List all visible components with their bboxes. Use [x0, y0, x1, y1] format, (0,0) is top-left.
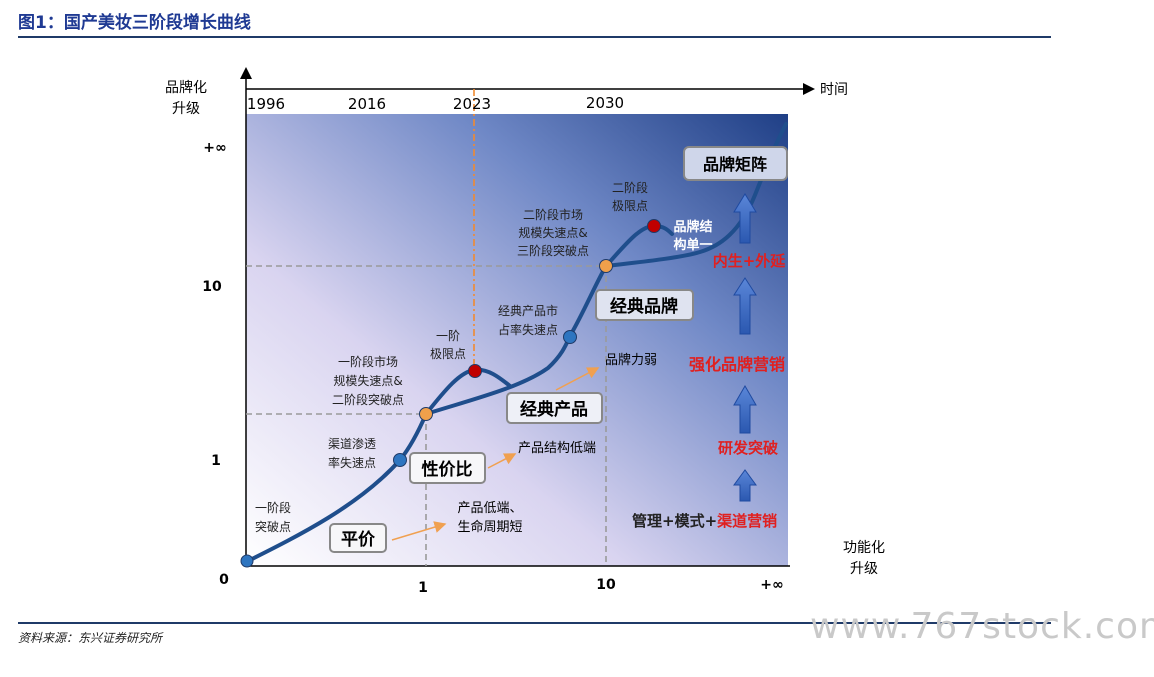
anno-product-share-stall-1: 经典产品市 — [498, 303, 558, 318]
anno-brand-single-1: 品牌结 — [673, 219, 712, 235]
anno-stage1-market-stall-3: 二阶段突破点 — [332, 392, 404, 407]
x-tick-1: 1 — [418, 580, 428, 596]
note-low-end-1: 产品低端、 — [457, 501, 522, 516]
watermark: www.767stock.com — [810, 606, 1154, 647]
anno-stage1-breakthrough-1: 一阶段 — [255, 500, 291, 515]
point-stage1-breakthrough — [240, 554, 254, 568]
y-axis-label-2: 升级 — [172, 101, 200, 117]
source-rule — [18, 622, 1051, 624]
note-brand-weak: 品牌力弱 — [605, 352, 657, 368]
point-stage1-market-stall — [419, 407, 433, 421]
anno-stage1-limit-2: 极限点 — [430, 347, 466, 361]
note-low-end-2: 生命周期短 — [457, 519, 522, 535]
driver-arrows — [733, 193, 757, 502]
gradient-panel — [246, 114, 788, 566]
arrow-note-low — [391, 521, 447, 541]
driver-organic-external: 内生+外延 — [713, 252, 787, 270]
y-tick-infinity: +∞ — [203, 140, 226, 156]
stage-box-xingjiabi: 性价比 — [409, 452, 486, 484]
arrow-note-structure — [487, 453, 517, 469]
year-2030: 2030 — [586, 94, 624, 112]
arrow-note-brand-weak — [555, 367, 600, 391]
up-arrow-2 — [733, 385, 757, 434]
origin-label: 0 — [219, 572, 229, 588]
stage-box-pinpai-juzhen: 品牌矩阵 — [683, 146, 788, 181]
driver-brand-marketing: 强化品牌营销 — [689, 355, 785, 374]
x-tick-10: 10 — [596, 577, 616, 593]
up-arrow-1 — [733, 469, 757, 502]
anno-channel-stall-1: 渠道渗透 — [328, 436, 376, 451]
stage-box-pingjia: 平价 — [329, 523, 387, 553]
point-stage2-market-stall — [599, 259, 613, 273]
anno-stage1-market-stall-1: 一阶段市场 — [338, 354, 398, 369]
note-structure-low: 产品结构低端 — [518, 441, 596, 456]
anno-stage1-limit-1: 一阶 — [436, 329, 460, 343]
x-axis-label-1: 功能化 — [843, 540, 885, 556]
year-2023: 2023 — [453, 95, 491, 113]
driver-rnd: 研发突破 — [718, 439, 778, 457]
anno-product-share-stall-2: 占率失速点 — [498, 322, 558, 337]
figure-title: 图1：国产美妆三阶段增长曲线 — [18, 13, 251, 33]
anno-stage1-breakthrough-2: 突破点 — [255, 519, 291, 534]
anno-stage2-limit-1: 二阶段 — [612, 180, 648, 195]
y-axis-label-1: 品牌化 — [165, 79, 207, 96]
year-2016: 2016 — [348, 95, 386, 113]
up-arrow-4 — [733, 193, 757, 244]
point-stage2-limit — [647, 219, 661, 233]
anno-brand-single-2: 构单一 — [673, 237, 712, 253]
point-stage1-limit — [468, 364, 482, 378]
anno-stage2-market-stall-1: 二阶段市场 — [523, 207, 583, 222]
point-product-share-stall — [563, 330, 577, 344]
stage-label-jingdian-pinpai: 经典品牌 — [610, 296, 678, 317]
driver-management: 管理+模式+渠道营销 — [632, 512, 777, 530]
anno-channel-stall-2: 率失速点 — [328, 455, 376, 470]
x-axis-label-2: 升级 — [850, 561, 878, 577]
anno-stage2-market-stall-2: 规模失速点& — [518, 225, 587, 240]
stage-box-jingdian-pinpai: 经典品牌 — [595, 289, 694, 321]
driver-management-black: 管理+模式+ — [632, 512, 717, 530]
stage-label-xingjiabi: 性价比 — [422, 459, 473, 480]
anno-stage2-limit-2: 极限点 — [612, 199, 648, 213]
x-tick-infinity: +∞ — [760, 577, 783, 593]
title-rule — [18, 36, 1051, 38]
annotations: 一阶段 突破点 渠道渗透 率失速点 一阶段市场 规模失速点& 二阶段突破点 一阶… — [255, 180, 713, 534]
stage-label-pingjia: 平价 — [341, 530, 376, 550]
driver-management-red: 渠道营销 — [717, 512, 777, 530]
stage-box-jingdian-chanpin: 经典产品 — [506, 392, 603, 424]
anno-stage1-market-stall-2: 规模失速点& — [333, 373, 402, 388]
y-tick-1: 1 — [211, 453, 221, 469]
year-1996: 1996 — [247, 95, 285, 113]
y-tick-10: 10 — [202, 279, 222, 295]
stage-label-jingdian-chanpin: 经典产品 — [520, 399, 588, 420]
stage-label-pinpai-juzhen: 品牌矩阵 — [703, 155, 767, 174]
source-note: 资料来源：东兴证券研究所 — [18, 631, 163, 645]
time-axis-label: 时间 — [820, 82, 848, 98]
up-arrow-3 — [733, 277, 757, 335]
anno-stage2-market-stall-3: 三阶段突破点 — [517, 243, 589, 258]
point-channel-stall — [393, 453, 407, 467]
